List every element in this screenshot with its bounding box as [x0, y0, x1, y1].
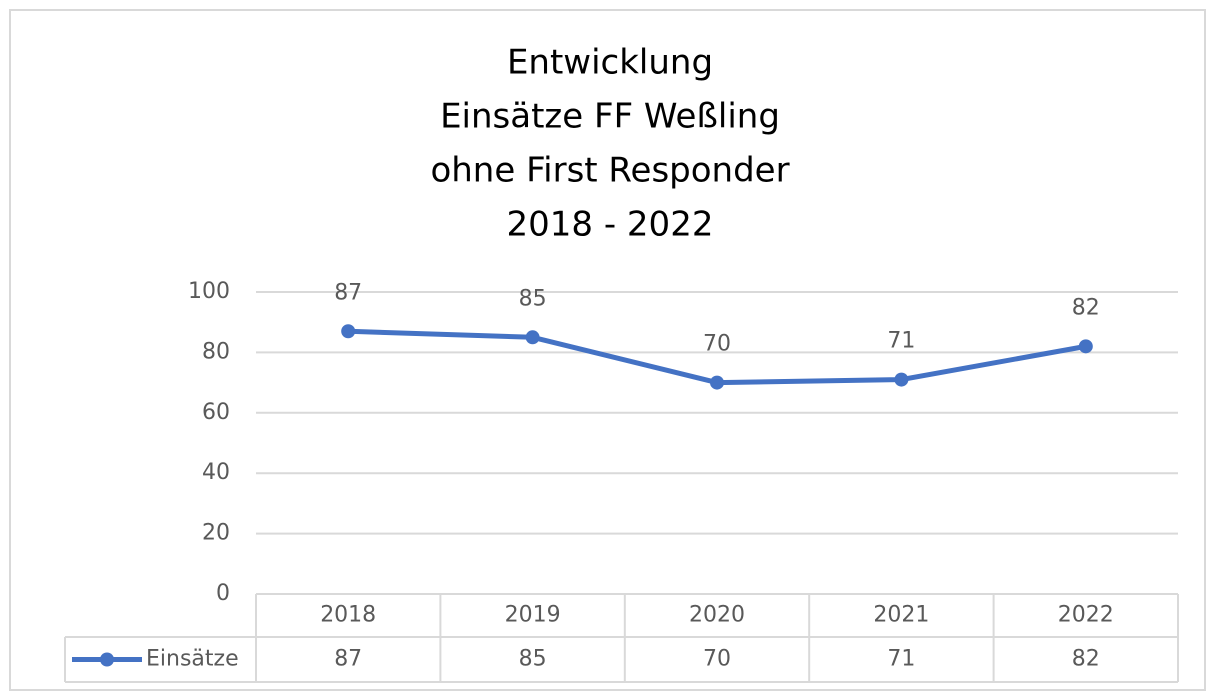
data-label: 87: [334, 280, 362, 305]
chart-title: 2018 - 2022: [507, 205, 714, 245]
table-value: 85: [519, 647, 547, 672]
y-tick-label: 0: [216, 581, 230, 606]
x-tick-label: 2022: [1058, 603, 1114, 628]
marker: [710, 375, 724, 390]
legend-marker: [100, 652, 114, 667]
chart-border: [9, 9, 1206, 691]
y-tick-label: 60: [202, 400, 230, 425]
marker: [1078, 339, 1093, 354]
data-label: 71: [887, 329, 915, 354]
marker: [525, 330, 540, 345]
marker: [341, 324, 356, 339]
chart-title: Einsätze FF Weßling: [440, 97, 780, 137]
chart-title: ohne First Responder: [430, 151, 789, 191]
y-tick-label: 20: [202, 521, 230, 546]
y-tick-label: 80: [202, 339, 230, 364]
table-value: 82: [1072, 647, 1100, 672]
data-label: 70: [703, 332, 731, 357]
x-tick-label: 2018: [320, 603, 376, 628]
legend-label: Einsätze: [146, 647, 239, 672]
x-tick-label: 2020: [689, 603, 745, 628]
data-label: 85: [519, 286, 547, 311]
table-value: 70: [703, 647, 731, 672]
x-tick-label: 2019: [505, 603, 561, 628]
data-label: 82: [1072, 295, 1100, 320]
table-value: 71: [887, 647, 915, 672]
marker: [894, 372, 909, 387]
x-tick-label: 2021: [873, 603, 929, 628]
y-tick-label: 40: [202, 460, 230, 485]
y-tick-label: 100: [188, 279, 230, 304]
chart-title: Entwicklung: [507, 43, 713, 83]
table-value: 87: [334, 647, 362, 672]
